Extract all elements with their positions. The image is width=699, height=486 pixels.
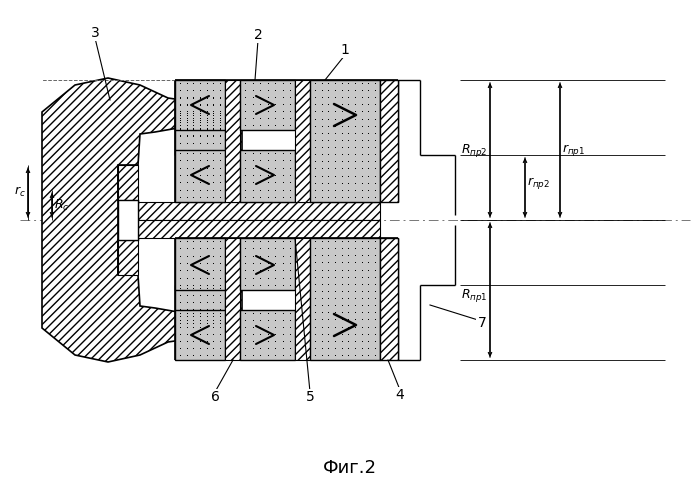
Text: 4: 4 <box>396 388 405 402</box>
Text: $r_c$: $r_c$ <box>14 185 26 199</box>
Bar <box>175 310 225 360</box>
Bar <box>240 80 295 130</box>
Bar <box>118 240 138 275</box>
Text: $r_{\mathit{пр1}}$: $r_{\mathit{пр1}}$ <box>562 142 585 158</box>
Text: 5: 5 <box>305 390 315 404</box>
Bar <box>225 238 240 360</box>
Bar <box>118 165 138 200</box>
Text: Фиг.2: Фиг.2 <box>323 459 377 477</box>
Bar <box>138 220 380 238</box>
Text: 7: 7 <box>477 316 487 330</box>
Bar <box>240 150 295 202</box>
Bar <box>175 238 225 290</box>
Bar <box>310 80 380 202</box>
Bar <box>225 80 240 202</box>
Bar <box>380 80 398 202</box>
Bar <box>138 202 380 220</box>
Bar <box>240 238 295 290</box>
Bar <box>240 310 295 360</box>
Bar <box>295 238 310 360</box>
Polygon shape <box>118 200 138 240</box>
Text: $R_{\mathit{пр2}}$: $R_{\mathit{пр2}}$ <box>461 141 488 158</box>
Bar <box>175 80 225 130</box>
Bar <box>175 285 225 328</box>
Text: $R_{\mathit{пр1}}$: $R_{\mathit{пр1}}$ <box>461 287 488 303</box>
Bar <box>310 238 380 360</box>
Bar <box>175 80 225 155</box>
Text: 1: 1 <box>340 43 350 57</box>
Text: 2: 2 <box>254 28 262 42</box>
Bar <box>175 112 225 155</box>
Polygon shape <box>42 78 242 362</box>
Text: $R_c$: $R_c$ <box>54 197 69 212</box>
Bar <box>295 80 310 202</box>
Bar <box>175 150 225 202</box>
Polygon shape <box>118 200 138 240</box>
Text: $r_{\mathit{пр2}}$: $r_{\mathit{пр2}}$ <box>527 174 550 191</box>
Bar <box>380 238 398 360</box>
Text: 3: 3 <box>91 26 99 40</box>
Text: 6: 6 <box>210 390 219 404</box>
